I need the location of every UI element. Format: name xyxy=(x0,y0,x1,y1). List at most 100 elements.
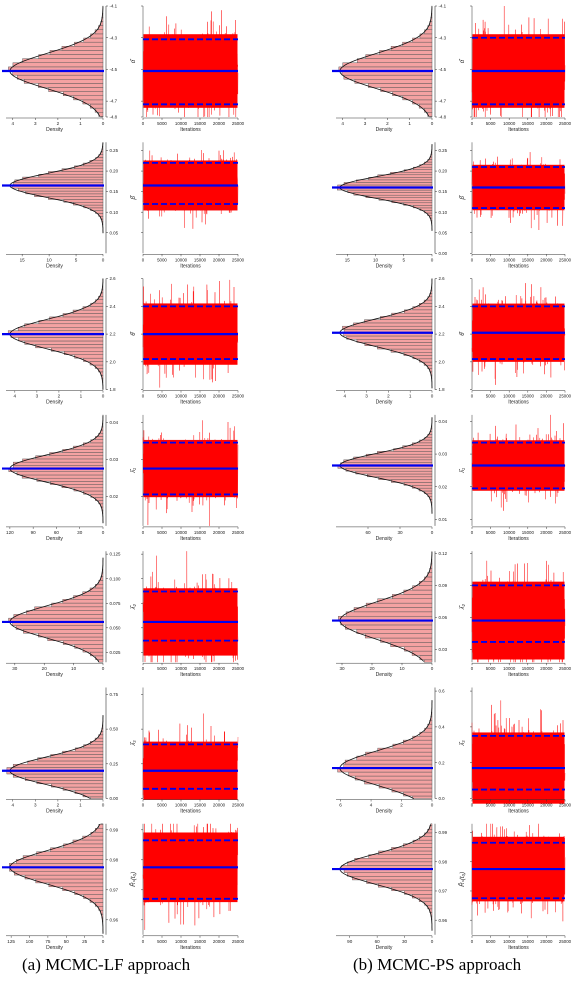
iteration-tick-label: 0 xyxy=(142,939,145,944)
iteration-tick-label: 0 xyxy=(471,939,474,944)
histogram-bar xyxy=(23,629,104,634)
histogram-bar xyxy=(364,342,433,346)
chart-panel: 120 90 60 30 0 Density 0.02 0.03 0.04 λ̂₁ 0 5000 100… xyxy=(2,414,245,542)
y-tick-label: 0.99 xyxy=(110,827,119,832)
histogram-bar xyxy=(378,783,433,789)
iteration-tick-label: 15000 xyxy=(194,121,207,126)
iteration-tick-label: 20000 xyxy=(540,257,553,262)
density-tick-label: 0 xyxy=(102,666,105,671)
iteration-tick-label: 25000 xyxy=(232,394,245,399)
iteration-tick-label: 0 xyxy=(142,121,145,126)
density-axis-title: Density xyxy=(46,945,63,951)
iteration-tick-label: 0 xyxy=(142,803,145,808)
density-axis-title: Density xyxy=(376,263,393,269)
iteration-tick-label: 10000 xyxy=(503,121,516,126)
histogram-bar xyxy=(392,743,433,749)
y-tick-label: 0.20 xyxy=(110,169,119,174)
y-tick-label: -4.7 xyxy=(439,99,447,104)
y-tick-label: 0.050 xyxy=(110,625,122,630)
trace-series xyxy=(471,560,566,663)
density-tick-label: 1 xyxy=(79,803,82,808)
histogram-bar xyxy=(47,636,104,642)
iteration-tick-label: 15000 xyxy=(522,666,535,671)
y-tick-label: -4.3 xyxy=(439,35,447,40)
trace-series xyxy=(142,149,239,229)
iteration-axis-title: Iterations xyxy=(508,672,529,678)
histogram-bar xyxy=(74,644,104,649)
density-tick-label: 25 xyxy=(82,939,88,944)
parameter-label: α̂ xyxy=(460,59,466,63)
iteration-axis-title: Iterations xyxy=(180,945,201,951)
density-tick-label: 4 xyxy=(370,803,373,808)
histogram-bar xyxy=(51,602,104,608)
iteration-tick-label: 0 xyxy=(471,121,474,126)
iteration-tick-label: 15000 xyxy=(522,530,535,535)
chart-panel: 4 3 2 1 0 Density -4.8 -4.7 -4.5 -4.3 -4.1 α̂ 0 5000 1… xyxy=(2,4,245,133)
iteration-tick-label: 20000 xyxy=(540,530,553,535)
histogram-bar xyxy=(354,775,433,781)
histogram-bar xyxy=(74,354,104,359)
iteration-tick-label: 10000 xyxy=(175,939,188,944)
histogram-bar xyxy=(364,779,433,785)
y-tick-label: 0.97 xyxy=(110,887,119,892)
density-axis-title: Density xyxy=(46,127,63,133)
density-tick-label: 100 xyxy=(26,939,34,944)
y-tick-label: 0.03 xyxy=(110,457,119,462)
y-tick-label: 0.075 xyxy=(110,601,122,606)
density-curve xyxy=(9,142,104,234)
density-curve xyxy=(339,824,433,931)
iteration-tick-label: 20000 xyxy=(213,530,226,535)
y-tick-label: 0.06 xyxy=(439,615,448,620)
histogram-bar xyxy=(35,455,104,460)
histogram-bar xyxy=(36,780,104,785)
iteration-tick-label: 20000 xyxy=(540,666,553,671)
chart-panel: 90 60 30 0 Density 0.96 0.97 0.98 0.99 R̂ₛ(t₀) 0 50… xyxy=(332,823,572,951)
y-tick-label: -4.7 xyxy=(110,99,118,104)
iteration-tick-label: 5000 xyxy=(157,394,167,399)
histogram-bar xyxy=(365,194,433,198)
histogram-bar xyxy=(343,74,433,80)
y-tick-label: 0.10 xyxy=(439,210,448,215)
histogram-bar xyxy=(14,179,104,183)
histogram-bar xyxy=(24,340,104,345)
y-tick-label: 0.6 xyxy=(439,689,446,694)
y-tick-label: 0.25 xyxy=(110,148,119,153)
y-tick-label: 0.75 xyxy=(110,692,119,697)
density-tick-label: 3 xyxy=(365,394,368,399)
histogram-bar xyxy=(365,54,433,59)
iteration-axis-title: Iterations xyxy=(508,127,529,133)
parameter-label: β̂ xyxy=(131,195,137,200)
histogram-bar xyxy=(392,91,433,96)
iteration-tick-label: 10000 xyxy=(503,803,516,808)
iteration-tick-label: 0 xyxy=(471,394,474,399)
chart-panel: 60 30 0 Density 0.01 0.02 0.03 0.04 λ̂₁ 0 5000 1000… xyxy=(332,414,572,542)
histogram-bar xyxy=(380,637,433,643)
density-tick-label: 1 xyxy=(409,394,412,399)
histogram-bar xyxy=(378,850,433,855)
chart-panel: 4 3 2 1 0 Density 1.8 2.0 2.2 2.4 2.6 θ̂ 0 5000 10000 1… xyxy=(2,276,245,406)
chart-panel: 15 10 5 0 Density 0.05 0.10 0.15 0.20 0.25 β̂ 0 5000… xyxy=(2,142,245,269)
trace-series xyxy=(142,420,239,526)
y-tick-label: 2.2 xyxy=(110,332,117,337)
histogram-bar xyxy=(366,879,433,884)
density-tick-label: 60 xyxy=(375,939,381,944)
histogram-bar xyxy=(62,599,104,604)
histogram-bar xyxy=(17,74,104,80)
iteration-tick-label: 25000 xyxy=(559,530,572,535)
y-tick-label: -4.8 xyxy=(439,115,447,120)
density-tick-label: 50 xyxy=(64,939,70,944)
y-tick-label: 0.2 xyxy=(439,760,446,765)
histogram-bar xyxy=(352,876,433,881)
histogram-bar xyxy=(48,171,104,175)
trace-series xyxy=(142,279,239,388)
chart-panel: 6 4 2 0 Density 0.0 0.2 0.4 0.6 λ̂₃ 0 5000 10000 1500… xyxy=(332,687,572,815)
histogram-bar xyxy=(368,177,433,181)
histogram-bar xyxy=(365,602,433,608)
histogram-bar xyxy=(364,633,433,639)
histogram-bar xyxy=(380,316,433,320)
iteration-tick-label: 5000 xyxy=(157,530,167,535)
density-tick-label: 2 xyxy=(57,121,60,126)
histogram-bar xyxy=(377,345,433,350)
iteration-tick-label: 0 xyxy=(471,530,474,535)
iteration-axis-title: Iterations xyxy=(508,536,529,542)
